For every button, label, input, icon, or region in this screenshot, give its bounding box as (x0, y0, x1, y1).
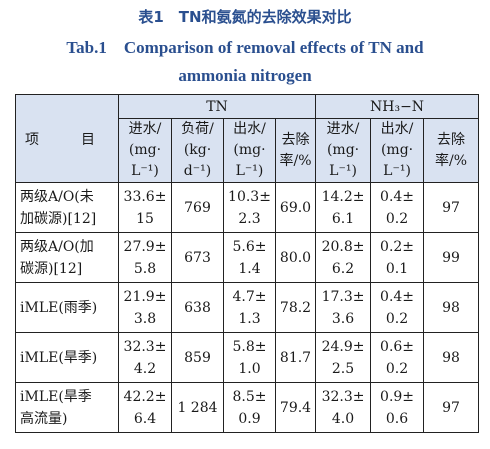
caption-en-line1: Tab.1 Comparison of removal effects of T… (66, 38, 424, 57)
tn-load-cell: 1 284 (171, 382, 224, 433)
nh3-removal-rate-cell: 97 (423, 382, 480, 433)
tn-load-cell: 859 (171, 332, 224, 383)
tn-inflow-cell: 42.2± 6.4 (118, 382, 172, 433)
nh3-inflow-cell: 14.2± 6.1 (315, 182, 372, 233)
nh3-removal-rate-cell: 97 (423, 182, 480, 233)
nh3-inflow-cell: 20.8± 6.2 (315, 232, 372, 283)
tn-removal-rate-cell: 78.2 (274, 282, 317, 333)
nh3-outflow-cell: 0.4± 0.2 (370, 282, 425, 333)
tn-load-cell: 673 (171, 232, 224, 283)
table-row: iMLE(旱季) 32.3± 4.2 859 5.8± 1.0 81.7 24.9± 2.5 0.… (15, 332, 480, 383)
header-group-nh3: NH₃−N (315, 94, 480, 119)
tn-outflow-cell: 10.3± 2.3 (223, 182, 276, 233)
row-project-cell: 两级A/O(未 加碳源)[12] (15, 182, 119, 233)
header-item: 项 目 (15, 94, 119, 183)
tn-load-cell: 769 (171, 182, 224, 233)
nh3-inflow-cell: 17.3± 3.6 (315, 282, 372, 333)
tn-removal-rate-cell: 81.7 (274, 332, 317, 383)
header-tn-inflow: 进水/(mg· L⁻¹) (118, 118, 172, 183)
header-tn-outflow: 出水/(mg· L⁻¹) (223, 118, 276, 183)
nh3-removal-rate-cell: 99 (423, 232, 480, 283)
row-project-cell: iMLE(旱季) (15, 332, 119, 383)
nh3-inflow-cell: 32.3± 4.0 (315, 382, 372, 433)
tn-removal-rate-cell: 80.0 (274, 232, 317, 283)
tn-inflow-cell: 33.6± 15 (118, 182, 172, 233)
table-row: iMLE(旱季 高流量) 42.2± 6.4 1 284 8.5± 0.9 79.4 32.3±… (15, 382, 480, 433)
nh3-inflow-cell: 24.9± 2.5 (315, 332, 372, 383)
nh3-outflow-cell: 0.4± 0.2 (370, 182, 425, 233)
header-group-tn: TN (117, 94, 317, 119)
header-nh3-inflow: 进水/(mg· L⁻¹) (315, 118, 372, 183)
tn-outflow-cell: 5.8± 1.0 (223, 332, 276, 383)
table-caption-cn: 表1 TN和氨氮的去除效果对比 (138, 8, 352, 26)
tn-outflow-cell: 8.5± 0.9 (223, 382, 276, 433)
row-project-cell: iMLE(旱季 高流量) (15, 382, 119, 433)
nh3-removal-rate-cell: 98 (423, 332, 480, 383)
row-project-cell: iMLE(雨季) (15, 282, 119, 333)
tn-removal-rate-cell: 79.4 (274, 382, 317, 433)
header-tn-removal-rate: 去除 率/% (274, 118, 317, 183)
table-row: 两级A/O(未 加碳源)[12] 33.6± 15 769 10.3± 2.3 69.0 14.… (15, 182, 480, 233)
table-row: iMLE(雨季) 21.9± 3.8 638 4.7± 1.3 78.2 17.3± 3.6 0.… (15, 282, 480, 333)
tn-load-cell: 638 (171, 282, 224, 333)
table-row: 两级A/O(加 碳源)[12] 27.9± 5.8 673 5.6± 1.4 80.0 20.8… (15, 232, 480, 283)
nh3-outflow-cell: 0.9± 0.6 (370, 382, 425, 433)
nh3-outflow-cell: 0.6± 0.2 (370, 332, 425, 383)
tn-outflow-cell: 4.7± 1.3 (223, 282, 276, 333)
comparison-table: 项 目 TN NH₃−N 进水/(mg· L⁻¹) 负荷/(kg· d⁻¹) 出水/… (15, 94, 480, 433)
tn-inflow-cell: 32.3± 4.2 (118, 332, 172, 383)
caption-en-line2: ammonia nitrogen (178, 66, 312, 85)
nh3-removal-rate-cell: 98 (423, 282, 480, 333)
tn-inflow-cell: 21.9± 3.8 (118, 282, 172, 333)
tn-inflow-cell: 27.9± 5.8 (118, 232, 172, 283)
table-caption-en: Tab.1 Comparison of removal effects of T… (0, 34, 490, 90)
tn-outflow-cell: 5.6± 1.4 (223, 232, 276, 283)
header-nh3-outflow: 出水/(mg· L⁻¹) (370, 118, 425, 183)
nh3-outflow-cell: 0.2± 0.1 (370, 232, 425, 283)
tn-removal-rate-cell: 69.0 (274, 182, 317, 233)
header-nh3-removal-rate: 去除 率/% (423, 118, 480, 183)
header-tn-load: 负荷/(kg· d⁻¹) (171, 118, 224, 183)
row-project-cell: 两级A/O(加 碳源)[12] (15, 232, 119, 283)
